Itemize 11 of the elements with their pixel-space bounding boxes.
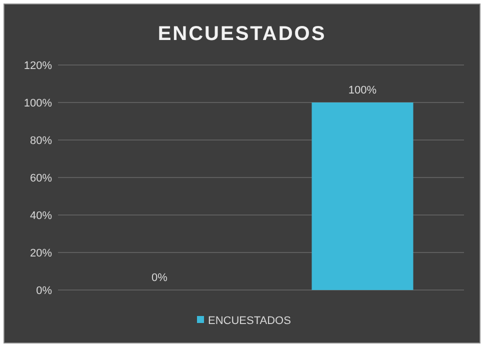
legend-label: ENCUESTADOS xyxy=(208,314,291,327)
y-tick-label: 20% xyxy=(30,247,52,260)
y-tick-label: 40% xyxy=(30,210,52,222)
data-label: 100% xyxy=(348,84,377,96)
y-tick-label: 0% xyxy=(36,284,52,297)
y-tick-label: 100% xyxy=(24,97,52,110)
y-tick-label: 60% xyxy=(30,172,52,184)
chart-title: ENCUESTADOS xyxy=(158,23,326,45)
y-tick-label: 120% xyxy=(24,60,52,72)
data-label: 0% xyxy=(152,272,168,284)
y-tick-label: 80% xyxy=(30,134,52,147)
